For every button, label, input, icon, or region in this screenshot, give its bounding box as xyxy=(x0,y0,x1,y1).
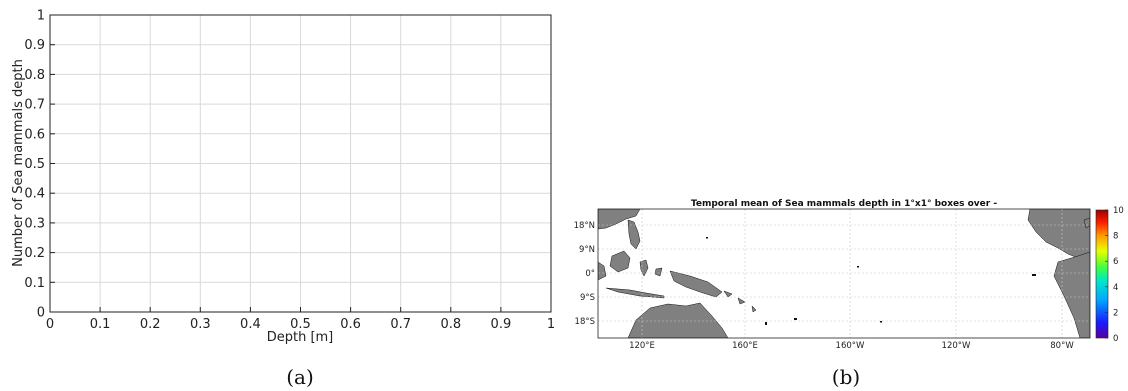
map-title: Temporal mean of Sea mammals depth in 1°… xyxy=(691,199,997,209)
longitude-tick-label: 80°W xyxy=(1050,341,1074,351)
caption-a: (a) xyxy=(286,365,314,389)
longitude-tick-label: 160°E xyxy=(732,341,758,351)
x-tick-label: 0.1 xyxy=(90,317,111,332)
colorbar-gradient xyxy=(1095,209,1109,339)
y-tick-label: 0.4 xyxy=(24,187,45,202)
x-tick-label: 0.7 xyxy=(390,317,411,332)
colorbar-tick-label: 2 xyxy=(1113,308,1118,318)
x-tick-label: 0.3 xyxy=(190,317,211,332)
y-tick-label: 0.3 xyxy=(24,216,45,231)
depth-histogram-plot: 0 0.1 0.2 0.3 0.4 0.5 0.6 0.7 0.8 0.9 1 0 0.1 0.2 0.3… xyxy=(11,9,555,346)
x-tick-label: 0 xyxy=(46,317,54,332)
y-tick-label: 0.7 xyxy=(24,98,45,113)
x-tick-label: 0.9 xyxy=(491,317,512,332)
colorbar-tick-label: 8 xyxy=(1113,232,1118,242)
colorbar-tick-label: 10 xyxy=(1113,206,1124,216)
y-tick-label: 0.2 xyxy=(24,246,45,261)
y-ticks: 0 0.1 0.2 0.3 0.4 0.5 0.6 0.7 0.8 0.9 1 xyxy=(24,9,55,321)
x-axis-label: Depth [m] xyxy=(267,330,334,345)
latitude-tick-label: 0° xyxy=(585,269,595,279)
x-tick-label: 0.4 xyxy=(240,317,261,332)
latitude-ticks: 18°N 9°N 0° 9°S 18°S xyxy=(574,221,595,327)
x-tick-label: 0.8 xyxy=(440,317,461,332)
latitude-tick-label: 9°N xyxy=(579,245,595,255)
y-tick-label: 0.6 xyxy=(24,127,45,142)
y-tick-label: 0 xyxy=(37,306,45,321)
y-axis-label: Number of Sea mammals depth xyxy=(11,59,26,267)
y-tick-label: 0.8 xyxy=(24,68,45,83)
colorbar-ticks: 0 2 4 6 8 10 xyxy=(1105,206,1124,344)
y-tick-label: 0.1 xyxy=(24,276,45,291)
colorbar: 0 2 4 6 8 10 xyxy=(1095,206,1124,344)
colorbar-tick-label: 6 xyxy=(1113,257,1118,267)
y-tick-label: 1 xyxy=(37,9,45,24)
longitude-ticks: 120°E 160°E 160°W 120°W 80°W xyxy=(629,341,1074,351)
y-tick-label: 0.5 xyxy=(24,157,45,172)
grid-lines xyxy=(49,14,552,313)
temporal-mean-map: Temporal mean of Sea mammals depth in 1°… xyxy=(574,199,1124,351)
x-tick-label: 0.6 xyxy=(340,317,361,332)
x-tick-label: 0.2 xyxy=(140,317,161,332)
map-frame xyxy=(597,208,1091,339)
caption-b: (b) xyxy=(832,365,860,389)
y-tick-label: 0.9 xyxy=(24,38,45,53)
latitude-tick-label: 18°N xyxy=(574,221,595,231)
latitude-tick-label: 9°S xyxy=(580,293,595,303)
longitude-tick-label: 120°W xyxy=(942,341,971,351)
colorbar-tick-label: 4 xyxy=(1113,283,1118,293)
x-tick-label: 1 xyxy=(547,317,555,332)
map-grid-lines xyxy=(598,209,1090,338)
colorbar-tick-label: 0 xyxy=(1113,334,1118,344)
x-ticks: 0 0.1 0.2 0.3 0.4 0.5 0.6 0.7 0.8 0.9 1 xyxy=(46,307,555,332)
land-masses xyxy=(598,209,1090,338)
latitude-tick-label: 18°S xyxy=(575,317,595,327)
longitude-tick-label: 120°E xyxy=(629,341,655,351)
longitude-tick-label: 160°W xyxy=(836,341,865,351)
x-tick-label: 0.5 xyxy=(290,317,311,332)
